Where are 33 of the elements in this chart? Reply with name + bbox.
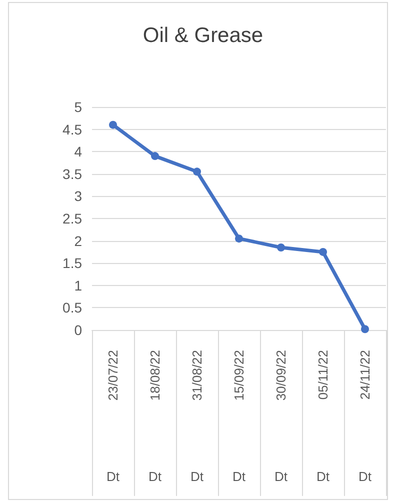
x-tick-label: 05/11/22 [316, 350, 330, 400]
x-tick-label: 31/08/22 [190, 350, 204, 401]
y-tick-label: 4 [74, 144, 82, 160]
y-tick-label: 2.5 [62, 210, 82, 226]
x-tick-label: 23/07/22 [106, 350, 120, 401]
y-tick-label: 5 [74, 99, 82, 115]
x-tick-label: 24/11/22 [358, 350, 372, 400]
x-tick-label: 15/09/22 [232, 350, 246, 401]
y-tick-label: 1.5 [62, 255, 82, 272]
y-tick-label: 1 [74, 277, 82, 294]
text: Dt [316, 469, 330, 484]
text: Dt [274, 469, 288, 484]
y-tick-label: 0 [74, 322, 82, 338]
x-tick-label: 30/09/22 [274, 350, 288, 401]
text: Dt [232, 469, 246, 484]
point [235, 234, 243, 243]
point [151, 152, 159, 160]
text: Dt [148, 469, 162, 484]
point [361, 325, 369, 334]
y-tick-label: 4.5 [62, 121, 82, 138]
text: Dt [190, 469, 204, 484]
y-tick-label: 0.5 [62, 300, 82, 316]
y-tick-label: 2 [74, 232, 82, 249]
point [109, 120, 117, 129]
x-tick-label: 18/08/22 [148, 350, 162, 401]
text: Dt [106, 469, 120, 484]
y-tick-label: 3.5 [62, 166, 82, 182]
point [277, 243, 285, 252]
chart-title: Oil & Grease [142, 24, 264, 47]
text: Dt [358, 469, 372, 484]
point [193, 168, 201, 176]
y-tick-label: 3 [74, 188, 82, 204]
point [319, 248, 327, 256]
